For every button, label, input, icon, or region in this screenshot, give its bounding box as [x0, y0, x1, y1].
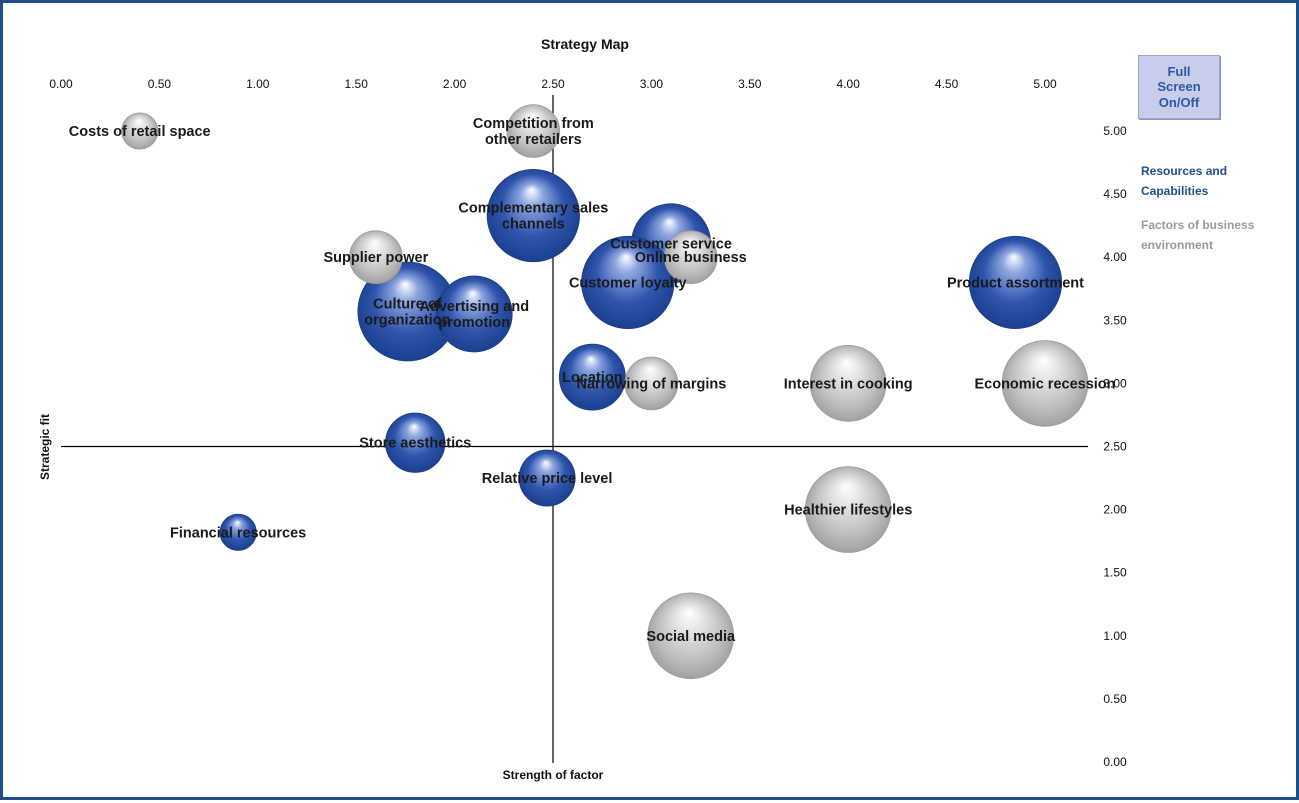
x-tick-label: 2.00	[443, 77, 467, 91]
full-screen-toggle-button[interactable]: Full Screen On/Off	[1138, 55, 1220, 119]
bubble-label: Narrowing of margins	[576, 376, 726, 392]
bubble-label: Relative price level	[482, 471, 613, 487]
x-tick-labels: 0.00 0.50 1.00 1.50 2.00 2.50 3.00 3.50 4.00 4.50…	[49, 77, 1057, 91]
bubble	[219, 513, 257, 551]
bubble-label: Supplier power	[324, 250, 429, 266]
y-tick-label: 1.50	[1103, 566, 1127, 580]
x-tick-label: 1.50	[345, 77, 369, 91]
x-tick-label: 5.00	[1033, 77, 1057, 91]
y-tick-label: 1.00	[1103, 629, 1127, 643]
y-axis-label: Strategic fit	[38, 414, 52, 480]
bubble-label: Complementary sales channels	[458, 201, 608, 233]
bubble	[121, 112, 159, 150]
strategy-map-chart: Strategy Map 0.00 0.50 1.00 1.50 2.00 2.50 3.0…	[38, 36, 1127, 782]
x-tick-label: 4.50	[935, 77, 959, 91]
y-tick-label: 3.00	[1103, 376, 1127, 390]
bubble-label: Culture of organization	[364, 296, 450, 328]
y-tick-labels: 0.00 0.50 1.00 1.50 2.00 2.50 3.00 3.50 4.00 4.50…	[1103, 124, 1127, 769]
bubble	[581, 235, 675, 330]
x-tick-label: 3.50	[738, 77, 762, 91]
bubble	[809, 345, 887, 422]
bubble	[804, 466, 892, 553]
bubble-label: Advertising and promotion	[419, 299, 529, 331]
x-axis-label: Strength of factor	[503, 768, 604, 782]
bubble	[663, 230, 718, 285]
y-tick-label: 5.00	[1103, 124, 1127, 138]
bubble	[385, 412, 446, 473]
legend-item-resources: Resources and Capabilities	[1141, 164, 1228, 198]
y-tick-label: 2.50	[1103, 440, 1127, 454]
bubble-label: Online business	[635, 250, 747, 266]
bubble-label: Costs of retail space	[69, 124, 211, 140]
legend-item-environment: Factors of business environment	[1141, 218, 1255, 252]
bubble-label: Healthier lifestyles	[784, 503, 912, 519]
bubble-label: Social media	[646, 629, 736, 645]
bubble	[506, 104, 561, 158]
x-tick-label: 1.00	[246, 77, 270, 91]
bubble-label: Product assortment	[947, 275, 1084, 291]
bubble-label: Location	[562, 370, 622, 386]
legend: Resources and Capabilities Factors of bu…	[1141, 161, 1291, 275]
y-tick-label: 4.00	[1103, 250, 1127, 264]
x-tick-label: 3.00	[640, 77, 664, 91]
y-tick-label: 0.00	[1103, 755, 1127, 769]
bubble	[349, 230, 403, 285]
x-tick-label: 0.50	[148, 77, 172, 91]
bubble-label: Competition from other retailers	[473, 116, 594, 148]
bubble-label: Interest in cooking	[784, 376, 913, 392]
x-tick-label: 0.00	[49, 77, 73, 91]
bubbles	[121, 104, 1089, 680]
y-tick-label: 4.50	[1103, 187, 1127, 201]
chart-title: Strategy Map	[541, 36, 629, 52]
bubble	[518, 449, 576, 507]
bubble	[486, 168, 580, 263]
y-tick-label: 3.50	[1103, 313, 1127, 327]
y-tick-label: 2.00	[1103, 503, 1127, 517]
bubble-label: Customer service	[610, 236, 732, 252]
bubble	[968, 235, 1063, 330]
x-tick-label: 2.50	[541, 77, 565, 91]
y-tick-label: 0.50	[1103, 692, 1127, 706]
bubble-label: Financial resources	[170, 525, 306, 541]
bubble	[1001, 340, 1089, 427]
bubble-label: Store aesthetics	[359, 436, 471, 452]
bubble	[624, 356, 679, 411]
bubble-label: Economic recession	[974, 376, 1115, 392]
bubble-label: Customer loyalty	[569, 275, 687, 291]
bubble	[647, 592, 735, 680]
x-tick-label: 4.00	[837, 77, 861, 91]
bubble	[435, 275, 513, 353]
